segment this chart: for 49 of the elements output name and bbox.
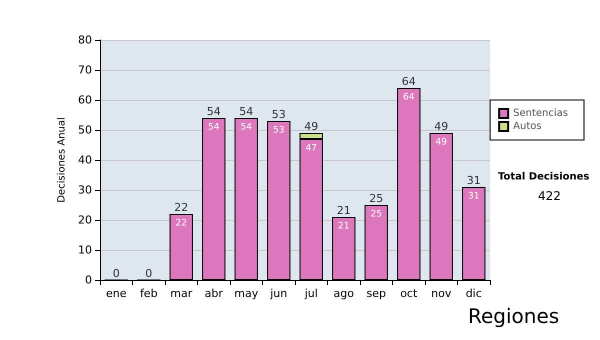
x-tick-label: oct: [400, 287, 418, 300]
x-tick-label: jul: [304, 287, 318, 300]
x-tick-label: dic: [466, 287, 482, 300]
x-tick-label: ene: [106, 287, 127, 300]
total-label: 21: [336, 204, 351, 217]
data-label: 53: [273, 126, 284, 136]
data-label: 47: [306, 144, 317, 154]
x-tick-label: mar: [170, 287, 193, 300]
total-label: 49: [304, 120, 318, 133]
x-tick-label: ago: [334, 287, 354, 300]
total-label: 49: [434, 120, 448, 133]
data-label: 54: [240, 122, 252, 132]
y-axis-title: Decisiones Anual: [56, 117, 68, 203]
x-tick-label: feb: [140, 287, 158, 300]
total-label: 31: [466, 174, 481, 187]
y-tick-label: 60: [78, 94, 92, 106]
x-tick-label: may: [234, 287, 259, 300]
total-label: 25: [369, 192, 384, 205]
x-tick-label: nov: [431, 287, 452, 300]
data-label: 64: [403, 92, 415, 102]
x-tick-label: sep: [366, 287, 386, 300]
total-label: 64: [402, 75, 416, 88]
total-label: 53: [272, 108, 286, 121]
total-label: 54: [239, 105, 254, 118]
x-tick-label: abr: [204, 287, 224, 300]
y-tick-label: 20: [78, 214, 92, 226]
total-label: 22: [174, 201, 188, 214]
y-tick-label: 10: [78, 244, 92, 256]
total-label: 54: [206, 105, 221, 118]
text: 422: [538, 189, 561, 203]
total-label: 0: [112, 267, 120, 280]
y-tick-label: 40: [78, 154, 92, 166]
text: Regiones: [468, 304, 560, 328]
y-tick-label: 0: [85, 274, 92, 286]
legend-label: Autos: [513, 121, 542, 132]
data-label: 22: [176, 218, 187, 228]
data-label: 31: [468, 192, 480, 202]
y-tick-label: 80: [78, 34, 92, 46]
data-label: 25: [370, 210, 382, 220]
legend-label: Sentencias: [513, 108, 568, 119]
y-tick-label: 50: [78, 124, 92, 136]
x-tick-label: jun: [269, 287, 288, 300]
total-label: 0: [145, 267, 152, 280]
y-tick-label: 70: [78, 64, 92, 76]
data-label: 54: [208, 122, 220, 132]
data-label: 49: [436, 138, 448, 148]
data-label: 21: [338, 222, 350, 232]
y-tick-label: 30: [78, 184, 92, 196]
text: Total Decisiones: [498, 172, 590, 182]
